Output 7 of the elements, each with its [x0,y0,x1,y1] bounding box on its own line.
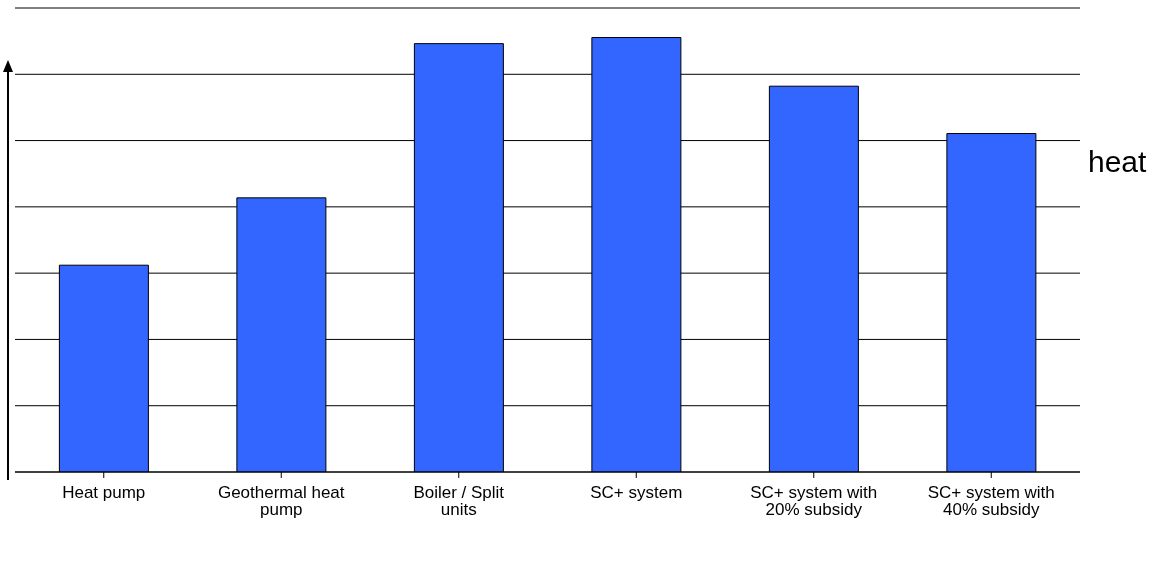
x-tick-label: Geothermal heat pump [217,483,345,520]
x-tick-label: SC+ system with 40% subsidy [927,483,1055,520]
x-tick-label: Boiler / Split units [413,483,505,520]
x-tick-label: Heat pump [62,483,146,503]
text: heat [1088,145,1147,179]
x-tick-label: SC+ system with 20% subsidy [750,483,878,520]
x-tick-label: SC+ system [590,483,683,503]
